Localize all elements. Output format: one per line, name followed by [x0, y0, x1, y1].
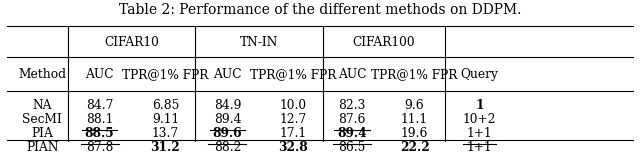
Text: 11.1: 11.1	[401, 113, 428, 126]
Text: 84.9: 84.9	[214, 99, 241, 112]
Text: Table 2: Performance of the different methods on DDPM.: Table 2: Performance of the different me…	[119, 3, 521, 17]
Text: 10.0: 10.0	[280, 99, 307, 112]
Text: 87.6: 87.6	[339, 113, 365, 126]
Text: PIA: PIA	[31, 127, 53, 140]
Text: Method: Method	[18, 68, 66, 81]
Text: 19.6: 19.6	[401, 127, 428, 140]
Text: CIFAR10: CIFAR10	[104, 36, 159, 49]
Text: 22.2: 22.2	[399, 141, 429, 154]
Text: PIAN: PIAN	[26, 141, 58, 154]
Text: 1+1: 1+1	[467, 141, 492, 154]
Text: 1+1: 1+1	[467, 127, 492, 140]
Text: 87.8: 87.8	[86, 141, 113, 154]
Text: CIFAR100: CIFAR100	[353, 36, 415, 49]
Text: 89.4: 89.4	[214, 113, 241, 126]
Text: 84.7: 84.7	[86, 99, 113, 112]
Text: 9.6: 9.6	[404, 99, 424, 112]
Text: 88.2: 88.2	[214, 141, 241, 154]
Text: 9.11: 9.11	[152, 113, 179, 126]
Text: Query: Query	[461, 68, 499, 81]
Text: AUC: AUC	[85, 68, 114, 81]
Text: 88.1: 88.1	[86, 113, 113, 126]
Text: 89.6: 89.6	[212, 127, 242, 140]
Text: TPR@1% FPR: TPR@1% FPR	[122, 68, 209, 81]
Text: 17.1: 17.1	[280, 127, 307, 140]
Text: AUC: AUC	[338, 68, 366, 81]
Text: NA: NA	[33, 99, 52, 112]
Text: 86.5: 86.5	[339, 141, 365, 154]
Text: 88.5: 88.5	[85, 127, 115, 140]
Text: 1: 1	[476, 99, 484, 112]
Text: AUC: AUC	[213, 68, 242, 81]
Text: 12.7: 12.7	[280, 113, 307, 126]
Text: 32.8: 32.8	[278, 141, 308, 154]
Text: TPR@1% FPR: TPR@1% FPR	[250, 68, 337, 81]
Text: 13.7: 13.7	[152, 127, 179, 140]
Text: 31.2: 31.2	[150, 141, 180, 154]
Text: TN-IN: TN-IN	[240, 36, 278, 49]
Text: TPR@1% FPR: TPR@1% FPR	[371, 68, 458, 81]
Text: SecMI: SecMI	[22, 113, 62, 126]
Text: 10+2: 10+2	[463, 113, 497, 126]
Text: 82.3: 82.3	[339, 99, 365, 112]
Text: 6.85: 6.85	[152, 99, 179, 112]
Text: 89.4: 89.4	[337, 127, 367, 140]
